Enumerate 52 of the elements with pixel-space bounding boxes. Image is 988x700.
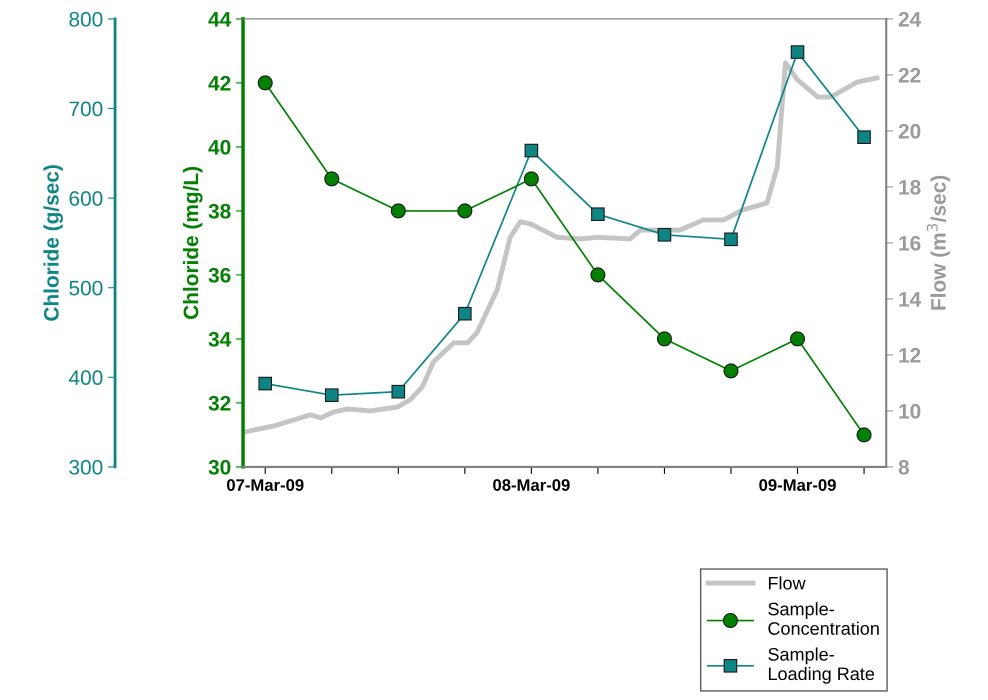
point xyxy=(856,427,872,442)
y2-tick-label: 12 xyxy=(899,348,920,362)
y2-axis-title: Flow (m$^{3}$/sec) xyxy=(926,176,950,310)
point xyxy=(724,232,738,246)
y3-axis-title: Chloride (g/sec) xyxy=(43,165,63,321)
y2-tick-label: 10 xyxy=(899,404,920,419)
point xyxy=(258,75,273,90)
point xyxy=(658,228,672,242)
y3-tick-label: 400 xyxy=(68,370,102,386)
point xyxy=(390,203,406,218)
point xyxy=(656,331,672,346)
point xyxy=(524,171,539,186)
y-tick-label: 38 xyxy=(208,204,231,219)
y-tick-label: 40 xyxy=(208,140,230,155)
point xyxy=(457,203,472,218)
legend-label: Flow xyxy=(768,576,806,590)
point xyxy=(590,267,606,282)
point xyxy=(458,306,472,320)
point xyxy=(723,363,738,378)
point xyxy=(524,144,538,158)
y3-tick-label: 800 xyxy=(69,12,102,27)
x-tick-label: 08-Mar-09 xyxy=(493,479,570,491)
point xyxy=(857,130,871,144)
legend-label: Sample- Loading Rate xyxy=(768,647,874,684)
legend-label: Sample- Concentration xyxy=(768,602,879,635)
y-axis-title: Chloride (mg/L) xyxy=(183,166,203,319)
point xyxy=(324,388,339,402)
y2-tick-label: 20 xyxy=(898,124,920,139)
y3-tick-label: 700 xyxy=(70,102,102,116)
y2-tick-label: 18 xyxy=(899,180,921,195)
point xyxy=(258,376,272,390)
point xyxy=(591,207,605,222)
point xyxy=(790,331,806,346)
x-tick-label: 09-Mar-09 xyxy=(759,479,836,491)
y-tick-label: 34 xyxy=(208,332,232,347)
point xyxy=(324,171,340,186)
y3-tick-label: 600 xyxy=(70,191,102,206)
y-tick-label: 30 xyxy=(208,460,230,475)
y-tick-label: 44 xyxy=(208,12,232,26)
y2-tick-label: 8 xyxy=(898,460,909,475)
y-tick-label: 36 xyxy=(208,268,230,283)
y-tick-label: 42 xyxy=(208,76,230,90)
y-tick-label: 32 xyxy=(208,396,230,411)
y2-tick-label: 22 xyxy=(898,68,920,82)
point xyxy=(790,45,804,59)
x-tick-label: 07-Mar-09 xyxy=(226,479,304,491)
y2-tick-label: 24 xyxy=(898,12,922,26)
y2-tick-label: 16 xyxy=(899,236,920,251)
y3-tick-label: 300 xyxy=(69,460,102,475)
point xyxy=(391,384,406,398)
y3-tick-label: 500 xyxy=(69,280,102,296)
y2-tick-label: 14 xyxy=(899,292,922,306)
